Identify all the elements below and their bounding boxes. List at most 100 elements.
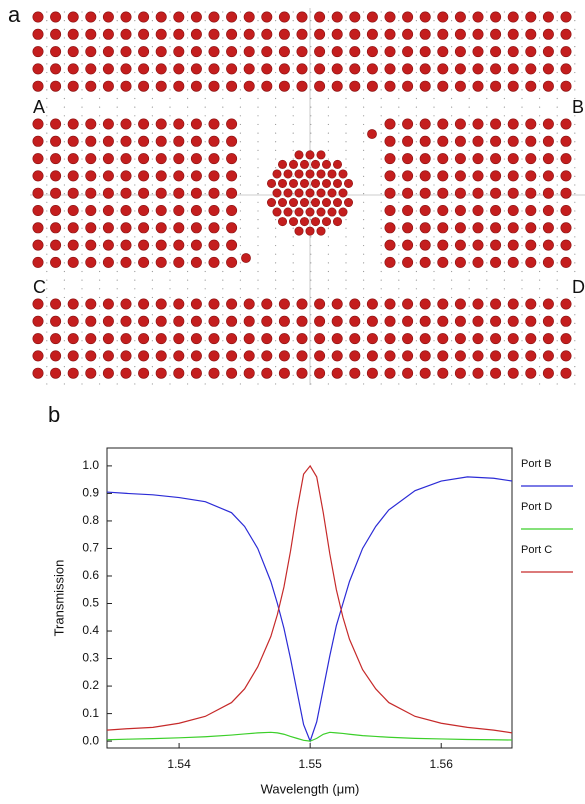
grid-dot [46,149,48,151]
rod [366,11,378,23]
grid-dot [486,340,488,342]
grid-dot [81,28,83,30]
rod [208,333,220,345]
grid-dot [204,63,206,65]
rod [327,169,337,179]
grid-dot [169,80,171,82]
grid-dot [63,46,65,48]
grid-dot [46,270,48,273]
grid-dot [486,20,488,22]
grid-dot [398,167,400,169]
rod [402,256,414,268]
grid-dot [239,37,241,39]
rod [67,187,79,199]
grid-dot [204,357,206,359]
grid-dot [99,11,101,13]
grid-dot [539,366,541,368]
grid-dot [222,37,224,39]
grid-dot [539,46,541,48]
grid-dot [151,115,153,117]
grid-dot [63,97,65,100]
grid-dot [204,46,206,48]
rod [278,80,290,92]
grid-dot [468,141,470,143]
grid-dot [363,184,365,186]
grid-dot [415,357,417,359]
rod [120,11,132,23]
rod [507,239,519,251]
grid-dot [169,270,171,273]
rod [261,11,273,23]
grid-dot [345,149,347,151]
grid-dot [503,193,505,195]
grid-dot [310,167,312,169]
grid-dot [187,201,189,203]
rod [402,135,414,147]
grid-dot [46,210,48,212]
grid-dot [310,244,312,247]
grid-dot [222,80,224,82]
grid-dot [310,322,312,324]
grid-dot [468,331,470,333]
grid-dot [363,123,365,126]
grid-dot [134,132,136,134]
rod [208,256,220,268]
grid-dot [222,97,224,100]
rod [560,63,572,75]
rod [102,222,114,234]
rod [226,28,238,40]
rod [85,11,97,23]
grid-dot [222,374,224,376]
grid-dot [239,89,241,91]
grid-dot [204,340,206,342]
grid-dot [187,71,189,74]
grid-dot [398,348,400,350]
grid-dot [292,80,294,82]
grid-dot [169,141,171,143]
rod [338,188,348,198]
rod [402,315,414,327]
grid-dot [63,383,65,385]
rod [507,315,519,327]
rod [120,205,132,217]
grid-dot [398,244,400,247]
grid-dot [222,322,224,324]
grid-dot [415,270,417,273]
grid-dot [275,37,277,39]
grid-dot [556,80,558,82]
grid-dot [433,37,435,39]
grid-dot [187,227,189,229]
grid-dot [327,46,329,48]
grid-dot [451,193,453,195]
rod [138,170,150,182]
grid-dot [415,123,417,126]
rod [384,256,396,268]
rod [102,333,114,345]
grid-dot [327,374,329,376]
grid-dot [380,184,382,186]
rod [331,315,343,327]
rod [321,217,331,227]
rod [67,63,79,75]
grid-dot [468,132,470,134]
grid-dot [433,89,435,91]
grid-dot [99,296,101,299]
grid-dot [187,132,189,134]
rod [366,46,378,58]
grid-dot [539,253,541,255]
rod [437,46,449,58]
grid-dot [275,322,277,324]
grid-dot [169,184,171,186]
grid-dot [222,340,224,342]
rod [138,46,150,58]
rod [294,207,304,217]
grid-dot [239,366,241,368]
rod [331,28,343,40]
grid-dot [398,374,400,376]
grid-dot [486,149,488,151]
grid-dot [63,20,65,22]
rod [50,239,62,251]
rod [208,80,220,92]
grid-dot [134,348,136,350]
rod [402,28,414,40]
